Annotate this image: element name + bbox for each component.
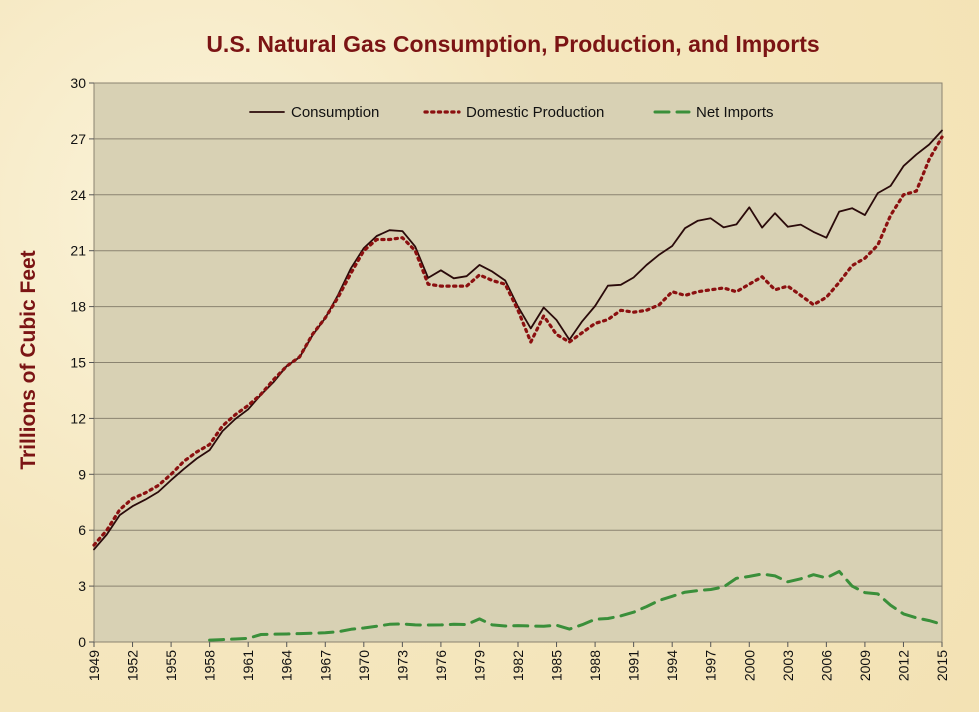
y-tick-label-4: 12 [70, 410, 86, 426]
series-line-0 [93, 129, 943, 551]
x-tick-label-12: 1985 [549, 650, 565, 681]
y-axis-label: Trillions of Cubic Feet [17, 250, 40, 469]
x-tick-label-3: 1958 [202, 650, 218, 681]
x-tick-label-14: 1991 [626, 650, 642, 681]
x-tick-label-19: 2006 [818, 650, 834, 681]
series-line-2 [208, 569, 944, 642]
y-tick-label-3: 9 [78, 466, 86, 482]
y-tick-label-6: 18 [70, 299, 86, 315]
x-tick-label-2: 1955 [163, 650, 179, 681]
legend-label-1: Domestic Production [466, 104, 604, 121]
y-tick-label-1: 3 [78, 578, 86, 594]
x-tick-label-10: 1979 [471, 650, 487, 681]
y-tick-label-0: 0 [78, 634, 86, 650]
x-tick-label-15: 1994 [664, 650, 680, 681]
x-tick-label-9: 1976 [433, 650, 449, 681]
x-tick-label-8: 1973 [394, 650, 410, 681]
x-tick-label-11: 1982 [510, 650, 526, 681]
legend-label-2: Net Imports [696, 104, 774, 121]
y-tick-labels: 0 3 6 9 12 15 18 21 24 27 30 [70, 75, 86, 650]
x-tick-label-13: 1988 [587, 650, 603, 681]
series-lines [92, 129, 944, 642]
x-tick-label-20: 2009 [857, 650, 873, 681]
y-tick-label-9: 27 [70, 131, 86, 147]
x-tick-label-17: 2000 [741, 650, 757, 681]
x-tick-label-7: 1970 [356, 650, 372, 681]
y-tick-label-5: 15 [70, 355, 86, 371]
x-tick-label-21: 2012 [895, 650, 911, 681]
x-tick-label-0: 1949 [86, 650, 102, 681]
chart-title: U.S. Natural Gas Consumption, Production… [206, 31, 819, 57]
y-tick-label-8: 24 [70, 187, 86, 203]
x-tick-label-18: 2003 [780, 650, 796, 681]
legend: Consumption Domestic Production Net Import… [249, 104, 774, 121]
legend-label-0: Consumption [291, 104, 379, 121]
x-tick-label-4: 1961 [240, 650, 256, 681]
x-tick-labels: 1949 1952 1955 1958 1961 1964 1967 1970 1973 1976… [86, 650, 950, 681]
x-tick-label-1: 1952 [125, 650, 141, 681]
y-tick-label-7: 21 [70, 243, 86, 259]
x-tick-label-22: 2015 [934, 650, 950, 681]
y-tick-label-2: 6 [78, 522, 86, 538]
x-tick-label-5: 1964 [279, 650, 295, 681]
x-tick-label-16: 1997 [703, 650, 719, 681]
series-line-1 [92, 135, 944, 547]
y-tick-label-10: 30 [70, 75, 86, 91]
x-tick-label-6: 1967 [317, 650, 333, 681]
